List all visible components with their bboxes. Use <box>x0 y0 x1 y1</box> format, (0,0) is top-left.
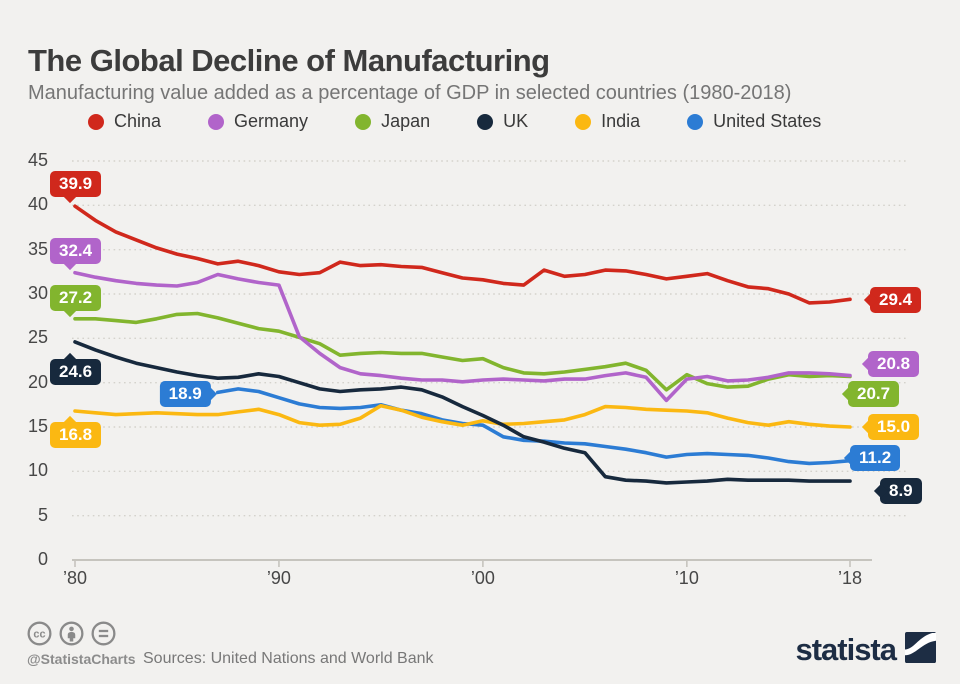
y-axis-label-40: 40 <box>27 194 48 215</box>
badge-value: 27.2 <box>59 287 93 307</box>
legend-label-india: India <box>601 111 641 131</box>
x-axis-label-80: ’80 <box>62 568 88 588</box>
united-states-end-badge: 11.2 <box>843 444 901 471</box>
uk-end-badge: 8.9 <box>873 478 922 505</box>
badge-value: 20.7 <box>857 384 891 404</box>
y-axis-label-35: 35 <box>27 238 48 259</box>
legend-label-united-states: United States <box>713 111 822 131</box>
united-states-line <box>216 387 852 466</box>
legend-label-germany: Germany <box>234 111 309 131</box>
badge-value: 15.0 <box>877 417 911 436</box>
germany-start-badge: 32.4 <box>50 237 102 270</box>
legend-label-china: China <box>114 111 162 131</box>
page-title: The Global Decline of Manufacturing <box>28 42 550 78</box>
japan-end-badge: 20.7 <box>841 381 900 408</box>
legend-item-germany: Germany <box>208 111 308 132</box>
y-axis-label-20: 20 <box>27 371 48 392</box>
badge-value: 11.2 <box>859 447 892 467</box>
svg-text:cc: cc <box>33 628 45 640</box>
equals-icon <box>91 621 116 651</box>
india-start-badge: 16.8 <box>50 415 102 449</box>
x-axis-label-90: ’90 <box>266 568 291 588</box>
legend: China Germany Japan UK India United States <box>88 111 868 132</box>
y-axis-label-15: 15 <box>27 416 48 436</box>
sources-text: Sources: United Nations and World Bank <box>143 650 434 667</box>
y-axis-label-25: 25 <box>27 327 48 348</box>
x-axis-label-10: ’10 <box>674 568 699 588</box>
india-end-badge: 15.0 <box>861 414 920 440</box>
uk-start-badge: 24.6 <box>50 352 102 385</box>
legend-item-uk: UK <box>477 111 528 132</box>
uk-line <box>73 340 852 485</box>
india-line <box>73 403 852 429</box>
japan-start-badge: 27.2 <box>50 284 102 317</box>
y-axis-label-30: 30 <box>27 283 48 303</box>
y-axis-label-0: 0 <box>37 549 48 569</box>
legend-item-united-states: United States <box>687 111 821 132</box>
legend-dot-india <box>575 113 592 130</box>
legend-dot-china <box>88 113 104 130</box>
statista-logo: statista <box>795 632 936 668</box>
badge-value: 20.8 <box>877 353 911 373</box>
japan-line <box>73 311 852 392</box>
china-start-badge: 39.9 <box>50 171 102 204</box>
statista-charts-handle: @StatistaCharts <box>27 651 136 667</box>
united-states-start-badge: 18.9 <box>159 381 217 408</box>
legend-item-japan: Japan <box>355 111 430 132</box>
legend-dot-uk <box>477 113 494 130</box>
cc-license-icons: cc <box>27 621 123 651</box>
badge-value: 8.9 <box>889 481 913 501</box>
badge-value: 24.6 <box>59 361 93 381</box>
badge-value: 29.4 <box>879 290 913 310</box>
y-axis-label-10: 10 <box>27 460 48 481</box>
china-line <box>73 204 852 305</box>
legend-label-japan: Japan <box>381 111 431 131</box>
statista-logo-mark <box>905 632 936 668</box>
y-axis-label-5: 5 <box>37 504 48 525</box>
china-end-badge: 29.4 <box>863 287 922 314</box>
badge-value: 18.9 <box>168 384 202 404</box>
attribution-icon <box>59 621 84 651</box>
cc-icon: cc <box>27 621 52 651</box>
page-subtitle: Manufacturing value added as a percentag… <box>28 82 792 104</box>
legend-dot-united-states <box>687 113 704 130</box>
germany-end-badge: 20.8 <box>861 350 920 377</box>
legend-label-uk: UK <box>503 111 529 131</box>
badge-value: 39.9 <box>59 174 93 194</box>
y-axis-label-45: 45 <box>27 150 48 170</box>
legend-dot-japan <box>355 113 372 130</box>
badge-value: 16.8 <box>59 425 93 445</box>
x-axis-label-00: ’00 <box>470 568 495 588</box>
badge-value: 32.4 <box>59 240 93 260</box>
statista-logo-text: statista <box>795 632 897 667</box>
legend-item-india: India <box>575 111 640 132</box>
legend-dot-germany <box>208 113 225 130</box>
legend-item-china: China <box>88 111 161 132</box>
x-axis-label-18: ’18 <box>837 568 863 588</box>
germany-line <box>73 270 852 403</box>
